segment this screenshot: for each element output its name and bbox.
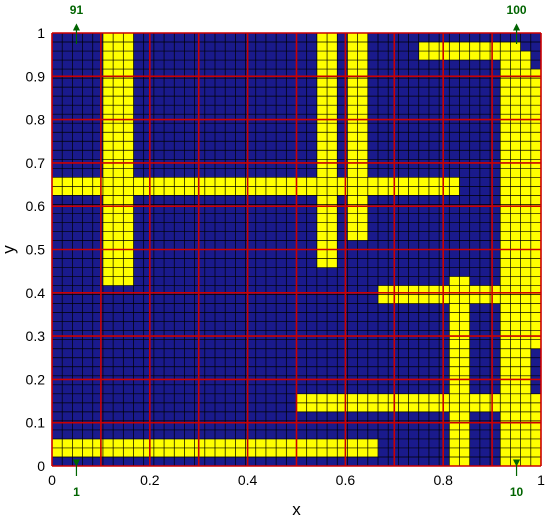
x-tick-label: 0.2 [140, 472, 160, 488]
y-tick-label: 0.4 [26, 285, 46, 301]
element-grid-lines [51, 32, 542, 467]
y-tick-label: 0 [37, 458, 45, 474]
element-number-label: 91 [70, 3, 84, 17]
element-number-label: 10 [510, 485, 524, 499]
x-tick-label: 0.8 [433, 472, 453, 488]
x-axis-title: x [292, 500, 301, 519]
x-tick-label: 0.4 [238, 472, 258, 488]
y-tick-label: 1 [37, 25, 45, 41]
x-tick-label: 0 [48, 472, 56, 488]
element-number-label: 100 [507, 3, 527, 17]
y-tick-label: 0.9 [26, 68, 46, 84]
element-number-label: 1 [73, 485, 80, 499]
x-tick-label: 0.6 [336, 472, 356, 488]
x-tick-label: 1 [537, 472, 545, 488]
y-tick-label: 0.6 [26, 198, 46, 214]
y-axis-title: y [0, 245, 18, 254]
y-tick-label: 0.8 [26, 112, 46, 128]
y-tick-label: 0.3 [26, 328, 46, 344]
y-tick-label: 0.1 [26, 415, 46, 431]
tick-labels: 0 0.2 0.4 0.6 0.8 1 0 0.1 0.2 0.3 0.4 0.5 0.6 0.7 0.8 0… [26, 25, 546, 488]
element-annotations: 91 100 1 10 [70, 3, 527, 499]
y-tick-label: 0.5 [26, 242, 46, 258]
y-tick-label: 0.2 [26, 371, 46, 387]
y-tick-label: 0.7 [26, 155, 46, 171]
